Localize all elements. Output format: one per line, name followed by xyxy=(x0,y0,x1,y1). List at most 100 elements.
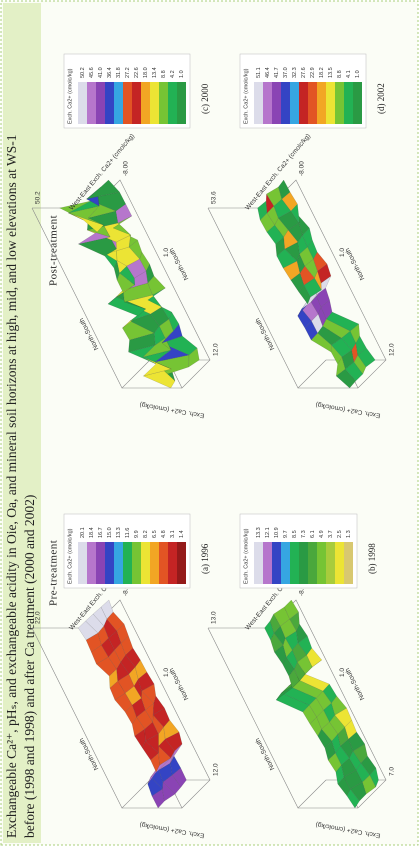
tick-label: 53.6 xyxy=(211,191,218,204)
legend-label: 37.0 xyxy=(283,67,289,78)
legend-swatch xyxy=(335,542,344,584)
legend-label: 22.6 xyxy=(134,67,140,78)
panel-label: (c) 2000 xyxy=(200,83,210,114)
legend-label: 8.2 xyxy=(143,530,149,538)
legend-swatch xyxy=(299,542,308,584)
rotated-figure: Exchangeable Ca²⁺, pHₛ, and exchangeable… xyxy=(0,0,419,846)
legend-label: 6.5 xyxy=(152,530,158,538)
legend-swatch xyxy=(114,542,123,584)
legend-swatch xyxy=(308,82,317,124)
legend-swatch xyxy=(105,82,114,124)
legend-label: 41.0 xyxy=(98,67,104,78)
legend-swatch xyxy=(150,82,159,124)
legend-swatch xyxy=(114,82,123,124)
tick-label: 1.0 xyxy=(339,248,346,257)
legend-title: Exch. Ca2+ (cmolc/kg) xyxy=(243,68,249,124)
legend-swatch xyxy=(78,542,87,584)
tick-label: 22.0 xyxy=(35,611,42,624)
legend-label: 31.8 xyxy=(116,67,122,78)
legend-swatch xyxy=(177,542,186,584)
legend-label: 11.6 xyxy=(125,528,131,538)
legend-swatch xyxy=(281,542,290,584)
legend-swatch xyxy=(281,82,290,124)
legend-label: 10.9 xyxy=(274,527,280,538)
legend-swatch xyxy=(290,542,299,584)
panel-label: (d) 2002 xyxy=(376,83,386,114)
legend-label: 22.9 xyxy=(310,67,316,78)
caption-line: before (1998 and 1998) and after Ca trea… xyxy=(22,495,37,838)
legend-swatch xyxy=(87,82,96,124)
tick-label: 13.0 xyxy=(211,611,218,624)
tick-label: -8.00 xyxy=(123,161,130,176)
legend-label: 45.6 xyxy=(89,67,95,78)
legend-swatch xyxy=(299,82,308,124)
legend-label: 18.4 xyxy=(89,527,95,538)
legend-swatch xyxy=(141,542,150,584)
legend-swatch xyxy=(353,82,362,124)
legend-swatch xyxy=(123,82,132,124)
legend-swatch xyxy=(96,82,105,124)
legend-swatch xyxy=(308,542,317,584)
tick-label: 1.0 xyxy=(163,668,170,677)
legend-swatch xyxy=(132,542,141,584)
legend-swatch xyxy=(254,82,263,124)
legend-swatch xyxy=(141,82,150,124)
legend-label: 4.9 xyxy=(319,530,325,538)
legend-swatch xyxy=(272,82,281,124)
legend-swatch xyxy=(335,82,344,124)
legend-swatch xyxy=(326,82,335,124)
caption-line: Exchangeable Ca²⁺, pHₛ, and exchangeable… xyxy=(4,134,19,838)
legend-swatch xyxy=(263,542,272,584)
legend-label: 50.2 xyxy=(80,67,86,78)
legend-label: 3.7 xyxy=(328,530,334,538)
legend-label: 13.3 xyxy=(256,527,262,538)
legend-label: 13.3 xyxy=(116,527,122,538)
legend-label: 27.6 xyxy=(301,67,307,78)
legend-label: 1.3 xyxy=(346,530,352,538)
legend-label: 16.7 xyxy=(98,527,104,538)
legend-swatch xyxy=(177,82,186,124)
legend-label: 7.3 xyxy=(301,530,307,538)
legend-label: 3.1 xyxy=(170,530,176,538)
legend-swatch xyxy=(96,542,105,584)
legend-label: 2.5 xyxy=(337,530,343,538)
tick-label: -8.00 xyxy=(299,161,306,176)
legend-label: 1.0 xyxy=(355,70,361,78)
legend-title: Exch. Ca2+ (cmolc/kg) xyxy=(67,68,73,124)
tick-label: 50.2 xyxy=(35,191,42,204)
legend-label: 4.2 xyxy=(170,70,176,78)
legend-label: 8.8 xyxy=(337,70,343,78)
legend-label: 8.8 xyxy=(161,70,167,78)
legend-swatch xyxy=(168,82,177,124)
legend-label: 13.5 xyxy=(328,67,334,78)
tick-label: 7.0 xyxy=(389,767,396,776)
legend-swatch xyxy=(290,82,299,124)
legend-swatch xyxy=(263,82,272,124)
legend-swatch xyxy=(326,542,335,584)
legend-label: 13.4 xyxy=(152,67,158,78)
legend-label: 32.3 xyxy=(292,67,298,78)
legend-title: Exch. Ca2+ (cmolc/kg) xyxy=(243,528,249,584)
legend-swatch xyxy=(159,82,168,124)
legend-label: 46.4 xyxy=(265,67,271,78)
tick-label: 1.0 xyxy=(163,248,170,257)
legend-swatch xyxy=(344,542,353,584)
legend-swatch xyxy=(254,542,263,584)
legend-swatch xyxy=(150,542,159,584)
legend-label: 1.0 xyxy=(179,70,185,78)
legend-label: 15.0 xyxy=(107,527,113,538)
legend-label: 18.2 xyxy=(319,67,325,78)
legend-swatch xyxy=(87,542,96,584)
legend-label: 51.1 xyxy=(256,67,262,78)
panel-label: (b) 1998 xyxy=(367,543,377,574)
legend-label: 6.1 xyxy=(310,530,316,538)
legend-label: 18.0 xyxy=(143,67,149,78)
page: {"caption": {"line1": "Exchangeable Ca²⁺… xyxy=(0,0,419,846)
panel-label: (a) 1996 xyxy=(200,543,210,574)
legend-swatch xyxy=(272,542,281,584)
legend-swatch xyxy=(132,82,141,124)
legend-swatch xyxy=(105,542,114,584)
legend-swatch xyxy=(78,82,87,124)
legend-label: 9.7 xyxy=(283,530,289,538)
legend-label: 27.2 xyxy=(125,67,131,78)
